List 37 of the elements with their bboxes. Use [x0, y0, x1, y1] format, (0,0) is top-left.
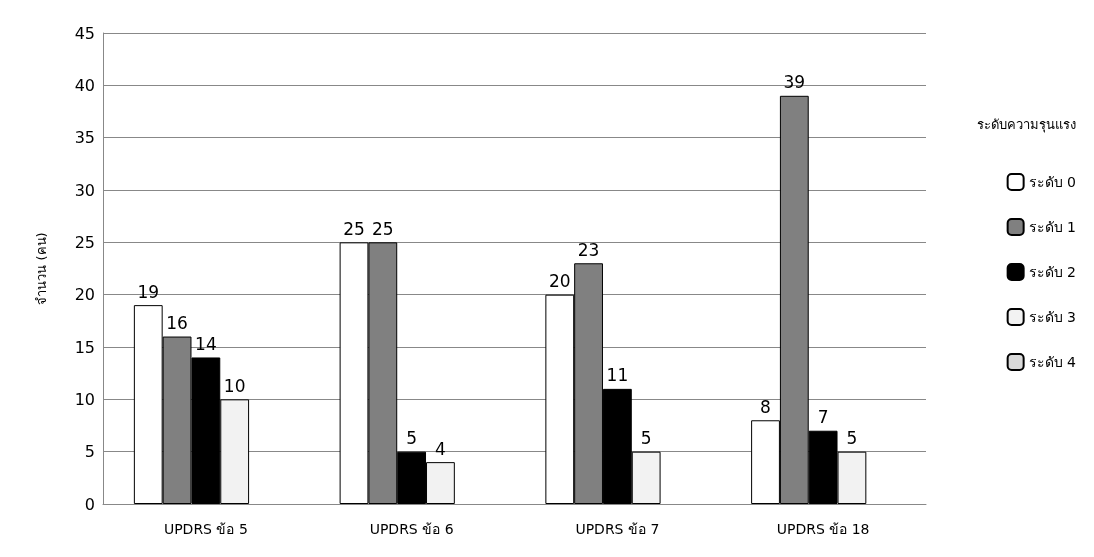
data-label: 19 [137, 281, 160, 302]
x-tick-label: UPDRS ข้อ 18 [776, 521, 870, 537]
legend-label: ระดับ 3 [1028, 309, 1076, 325]
legend-label: ระดับ 1 [1028, 219, 1076, 235]
data-label: 5 [640, 428, 652, 449]
y-tick-label: 25 [74, 232, 95, 252]
data-label: 16 [166, 313, 188, 334]
data-label: 4 [435, 438, 446, 459]
x-tick-label: UPDRS ข้อ 5 [163, 521, 248, 537]
y-tick-label: 15 [74, 337, 95, 357]
y-axis-title: จำนวน (คน) [34, 232, 49, 305]
legend-label: ระดับ 0 [1028, 174, 1076, 190]
y-tick-label: 0 [84, 494, 95, 514]
data-label: 25 [372, 218, 394, 239]
data-label: 14 [195, 333, 217, 354]
y-tick-label: 30 [74, 180, 95, 200]
y-tick-label: 40 [74, 75, 95, 95]
legend-title: ระดับความรุนแรง [977, 117, 1076, 133]
y-tick-label: 5 [84, 442, 95, 462]
legend-label: ระดับ 2 [1028, 264, 1076, 280]
data-label: 7 [817, 407, 829, 428]
data-label: 8 [760, 396, 771, 417]
x-tick-label: UPDRS ข้อ 6 [369, 521, 454, 537]
data-label: 25 [343, 218, 365, 239]
legend-label: ระดับ 4 [1028, 354, 1077, 370]
data-label: 5 [406, 428, 418, 449]
y-tick-label: 35 [74, 128, 95, 148]
data-label: 39 [783, 72, 806, 93]
y-tick-label: 45 [74, 23, 95, 43]
y-tick-label: 10 [74, 389, 95, 409]
y-tick-label: 20 [74, 285, 95, 305]
data-label: 23 [577, 239, 600, 260]
data-label: 11 [606, 365, 629, 386]
x-tick-label: UPDRS ข้อ 7 [575, 521, 660, 537]
data-label: 5 [846, 428, 858, 449]
data-label: 20 [548, 271, 571, 292]
data-label: 10 [223, 375, 246, 396]
